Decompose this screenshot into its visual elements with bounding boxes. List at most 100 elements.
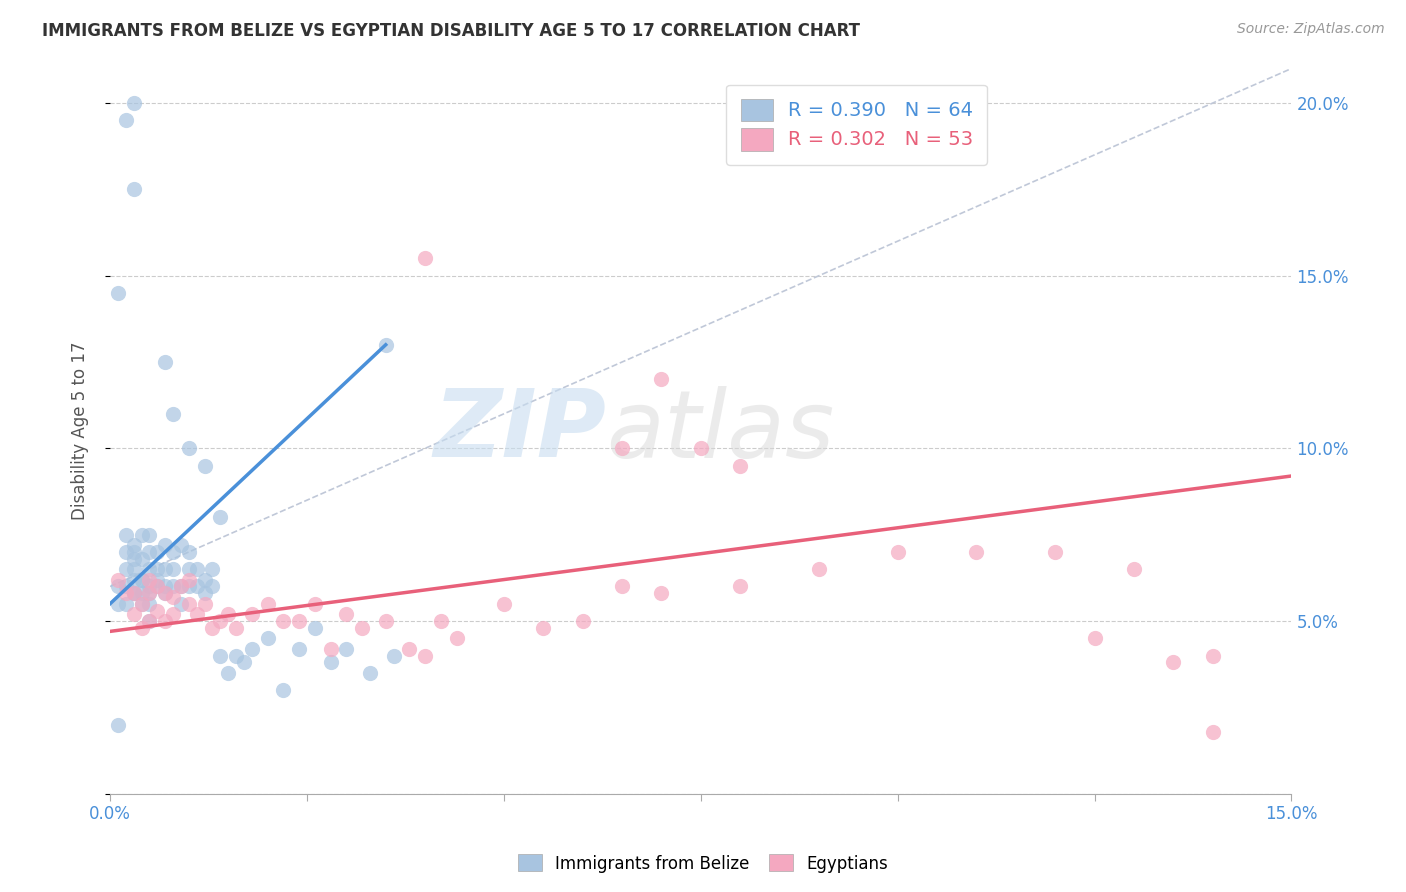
Point <box>114 597 136 611</box>
Point <box>138 586 160 600</box>
Point <box>131 573 153 587</box>
Point <box>209 614 232 628</box>
Point <box>304 621 326 635</box>
Point <box>240 607 263 621</box>
Point <box>186 579 208 593</box>
Point <box>122 562 145 576</box>
Point <box>728 579 751 593</box>
Point <box>162 562 184 576</box>
Point <box>1043 545 1066 559</box>
Point <box>1202 648 1225 663</box>
Point <box>194 573 217 587</box>
Point <box>650 372 672 386</box>
Point <box>335 607 357 621</box>
Point <box>138 545 160 559</box>
Point <box>186 607 208 621</box>
Point <box>162 607 184 621</box>
Point <box>177 579 200 593</box>
Point <box>1202 724 1225 739</box>
Point <box>138 573 160 587</box>
Point <box>413 648 436 663</box>
Point <box>225 648 247 663</box>
Point <box>122 552 145 566</box>
Point <box>335 641 357 656</box>
Point <box>177 562 200 576</box>
Point <box>153 562 176 576</box>
Text: Source: ZipAtlas.com: Source: ZipAtlas.com <box>1237 22 1385 37</box>
Point <box>319 641 342 656</box>
Point <box>162 590 184 604</box>
Point <box>107 579 129 593</box>
Point <box>382 648 405 663</box>
Point <box>1083 632 1105 646</box>
Point <box>131 552 153 566</box>
Point <box>1123 562 1146 576</box>
Point <box>131 597 153 611</box>
Point <box>413 252 436 266</box>
Point <box>359 665 381 680</box>
Point <box>162 407 184 421</box>
Point <box>131 621 153 635</box>
Legend: Immigrants from Belize, Egyptians: Immigrants from Belize, Egyptians <box>512 847 894 880</box>
Point <box>273 683 295 698</box>
Point <box>131 527 153 541</box>
Point <box>114 562 136 576</box>
Point <box>430 614 453 628</box>
Point <box>114 579 136 593</box>
Point <box>273 614 295 628</box>
Point <box>201 562 224 576</box>
Point <box>107 717 129 731</box>
Point <box>689 442 711 456</box>
Text: atlas: atlas <box>606 385 835 476</box>
Point <box>352 621 374 635</box>
Point <box>170 538 193 552</box>
Point <box>146 604 169 618</box>
Point <box>177 597 200 611</box>
Point <box>398 641 420 656</box>
Point <box>1163 656 1185 670</box>
Point <box>492 597 515 611</box>
Point <box>162 545 184 559</box>
Point <box>571 614 593 628</box>
Point <box>170 597 193 611</box>
Point <box>162 579 184 593</box>
Point <box>122 573 145 587</box>
Point <box>194 597 217 611</box>
Point <box>217 665 239 680</box>
Point <box>146 545 169 559</box>
Point <box>114 527 136 541</box>
Point <box>114 113 136 128</box>
Point <box>209 648 232 663</box>
Point <box>114 545 136 559</box>
Point <box>225 621 247 635</box>
Point <box>288 614 311 628</box>
Point <box>153 355 176 369</box>
Point <box>122 182 145 196</box>
Point <box>138 614 160 628</box>
Point <box>728 458 751 473</box>
Point <box>122 586 145 600</box>
Point <box>256 632 278 646</box>
Point <box>256 597 278 611</box>
Point <box>650 586 672 600</box>
Point <box>107 285 129 300</box>
Point <box>107 597 129 611</box>
Point <box>153 538 176 552</box>
Point <box>138 586 160 600</box>
Point <box>177 545 200 559</box>
Point <box>146 562 169 576</box>
Point <box>107 573 129 587</box>
Point <box>374 614 396 628</box>
Point <box>138 579 160 593</box>
Point <box>201 579 224 593</box>
Point <box>153 579 176 593</box>
Point <box>153 614 176 628</box>
Point <box>153 586 176 600</box>
Point <box>240 641 263 656</box>
Text: ZIP: ZIP <box>433 385 606 477</box>
Point <box>965 545 987 559</box>
Point <box>153 586 176 600</box>
Point <box>319 656 342 670</box>
Point <box>186 562 208 576</box>
Point <box>233 656 256 670</box>
